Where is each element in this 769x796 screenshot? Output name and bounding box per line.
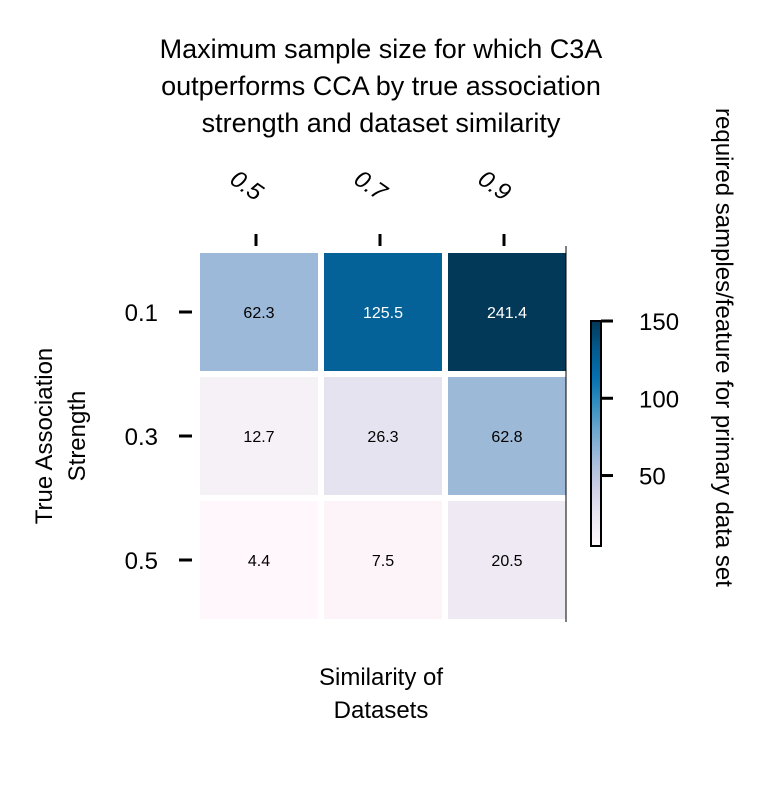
x-tick-label: 0.7 xyxy=(349,165,393,207)
x-axis-label: Similarity of Datasets xyxy=(319,664,443,724)
x-axis-label-line-2: Datasets xyxy=(334,697,429,724)
colorbar-ticks: 50 100 150 xyxy=(601,309,679,491)
heatmap-cell-label: 62.8 xyxy=(491,429,522,446)
heatmap-cell-labels: 62.3 125.5 241.4 12.7 26.3 62.8 4.4 7.5 20.5 xyxy=(243,305,527,570)
heatmap-cell xyxy=(200,253,318,371)
colorbar-tick-label: 50 xyxy=(639,464,666,491)
heatmap-cell xyxy=(200,377,318,495)
heatmap-cell-label: 241.4 xyxy=(487,305,527,322)
colorbar-gradient xyxy=(590,320,602,547)
y-axis-label: True Association Strength xyxy=(31,348,91,525)
heatmap-cell-label: 20.5 xyxy=(491,553,522,570)
y-axis-ticks: 0.1 0.3 0.5 xyxy=(125,300,192,575)
heatmap-cell-label: 7.5 xyxy=(372,553,394,570)
heatmap-cell-label: 125.5 xyxy=(363,305,403,322)
heatmap-cell xyxy=(324,377,442,495)
chart-title-line-3: strength and dataset similarity xyxy=(202,108,561,138)
heatmap-cell-label: 12.7 xyxy=(243,429,274,446)
chart-title: Maximum sample size for which C3A outper… xyxy=(160,34,603,138)
y-tick-label: 0.3 xyxy=(125,424,158,451)
colorbar: 50 100 150 required samples/feature for pr… xyxy=(590,108,737,587)
heatmap-cell xyxy=(448,253,566,371)
heatmap-cell-label: 4.4 xyxy=(248,553,270,570)
heatmap-cell xyxy=(324,501,442,619)
y-axis-label-line-1: True Association xyxy=(31,348,58,525)
heatmap-cell xyxy=(448,377,566,495)
heatmap-cell xyxy=(448,501,566,619)
y-tick-label: 0.1 xyxy=(125,300,158,327)
colorbar-label: required samples/feature for primary dat… xyxy=(710,108,737,587)
chart-title-line-1: Maximum sample size for which C3A xyxy=(160,34,603,64)
y-axis-label-line-2: Strength xyxy=(64,391,91,482)
chart-title-line-2: outperforms CCA by true association xyxy=(161,71,601,101)
colorbar-tick-label: 100 xyxy=(639,386,679,413)
x-axis-ticks: 0.5 0.7 0.9 xyxy=(225,165,516,246)
x-tick-label: 0.5 xyxy=(225,165,268,207)
y-tick-label: 0.5 xyxy=(125,548,158,575)
heatmap-cells xyxy=(200,246,567,622)
heatmap-cell-label: 26.3 xyxy=(367,429,398,446)
colorbar-tick-label: 150 xyxy=(639,309,679,336)
x-axis-label-line-1: Similarity of xyxy=(319,664,443,691)
heatmap-cell-label: 62.3 xyxy=(243,305,274,322)
x-tick-label: 0.9 xyxy=(473,165,516,206)
heatmap-cell xyxy=(200,501,318,619)
heatmap-cell xyxy=(324,253,442,371)
